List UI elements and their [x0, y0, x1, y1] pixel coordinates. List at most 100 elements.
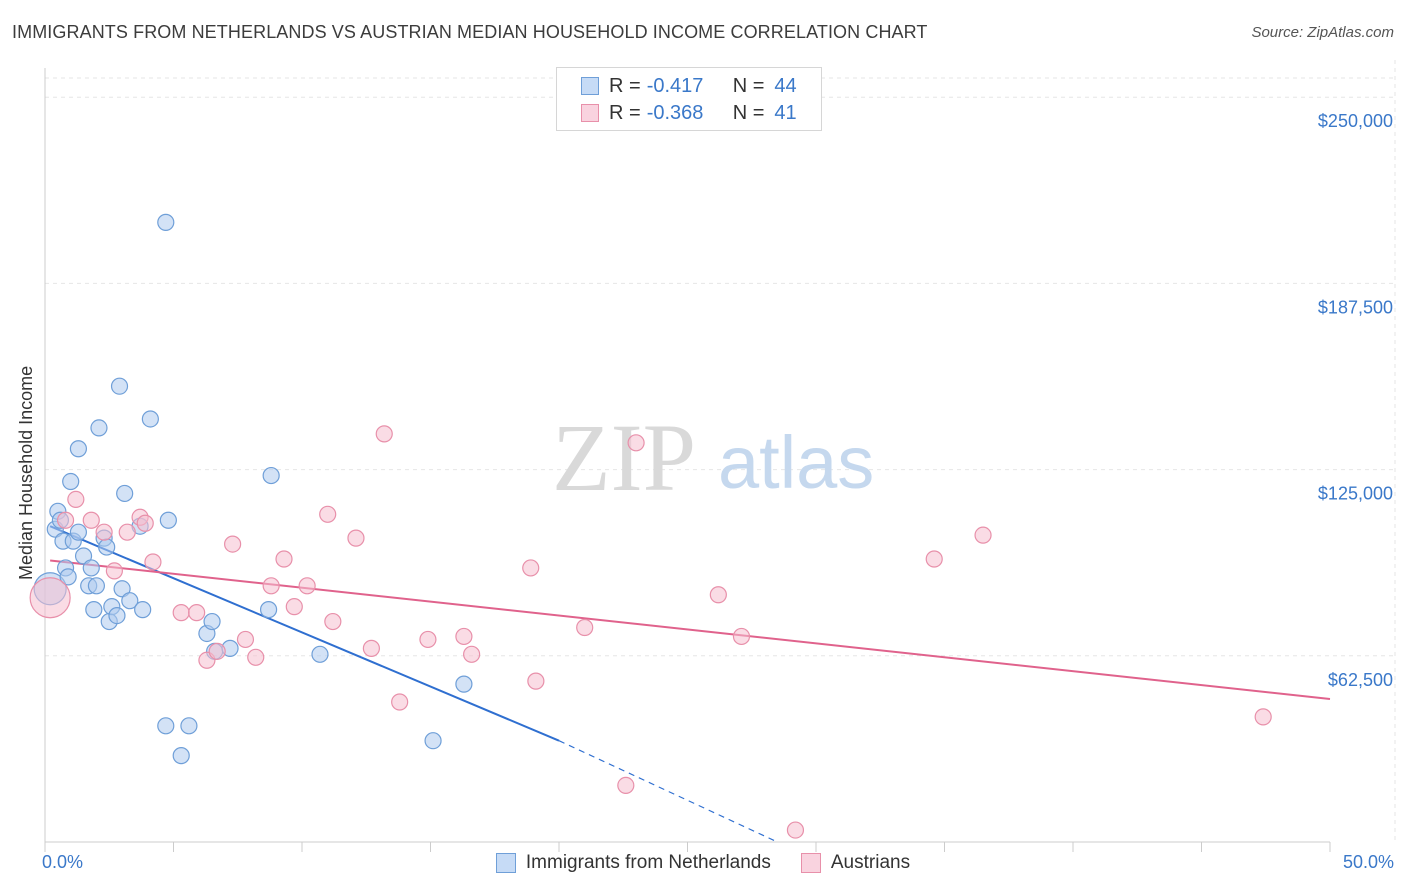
- legend-row-austrians: R = -0.368 N = 41: [581, 101, 797, 125]
- point-austrians: [224, 535, 242, 553]
- series-label-austrians: Austrians: [830, 852, 911, 873]
- point-austrians: [732, 627, 751, 646]
- y-tick-label: $125,000: [1318, 484, 1393, 504]
- point-austrians: [324, 612, 342, 631]
- point-austrians: [617, 776, 635, 794]
- legend-n-value: 44: [774, 74, 797, 97]
- point-netherlands: [113, 580, 131, 598]
- point-netherlands: [259, 601, 278, 619]
- legend-r-label: R =: [609, 101, 641, 124]
- point-netherlands: [69, 523, 88, 541]
- legend-n-value: 41: [774, 101, 797, 124]
- trend-line-extrapolation: [558, 740, 778, 843]
- point-austrians: [29, 577, 71, 619]
- point-netherlands: [85, 601, 103, 619]
- point-austrians: [82, 511, 100, 529]
- point-austrians: [95, 523, 113, 541]
- legend-r-label: R =: [609, 74, 641, 97]
- y-tick-label: $187,500: [1318, 297, 1393, 317]
- point-austrians: [455, 627, 473, 646]
- point-austrians: [786, 821, 805, 839]
- point-netherlands: [62, 472, 80, 491]
- point-netherlands: [98, 538, 116, 556]
- point-netherlands: [108, 606, 126, 625]
- legend-n-label: N =: [732, 74, 765, 97]
- point-netherlands: [87, 577, 106, 595]
- point-austrians: [362, 639, 380, 657]
- point-austrians: [463, 645, 481, 663]
- point-austrians: [188, 604, 206, 622]
- series-legend-austrians[interactable]: Austrians: [800, 852, 911, 874]
- point-netherlands: [110, 377, 129, 395]
- point-austrians: [275, 550, 293, 568]
- point-netherlands: [424, 732, 442, 750]
- point-netherlands: [157, 717, 175, 735]
- trend-line-netherlands: [49, 525, 560, 742]
- series-swatch-blue: [495, 853, 516, 873]
- point-austrians: [576, 618, 594, 637]
- point-austrians: [347, 529, 365, 547]
- point-austrians: [1254, 708, 1272, 726]
- watermark: ZIP atlas: [552, 404, 874, 511]
- point-netherlands: [116, 484, 134, 503]
- legend-r-value: -0.417: [646, 74, 704, 97]
- series-label-netherlands: Immigrants from Netherlands: [525, 852, 771, 873]
- point-austrians: [56, 511, 75, 529]
- point-netherlands: [82, 559, 100, 577]
- point-netherlands: [121, 592, 139, 610]
- legend-swatch-pink: [581, 104, 599, 122]
- point-austrians: [172, 604, 190, 622]
- correlation-legend: R = -0.417 N = 44 R = -0.368 N = 41: [556, 67, 822, 131]
- point-austrians: [627, 434, 645, 452]
- y-tick-label: $62,500: [1328, 670, 1393, 690]
- point-netherlands: [59, 568, 77, 586]
- point-austrians: [247, 648, 265, 666]
- point-austrians: [709, 586, 727, 604]
- point-netherlands: [69, 440, 88, 458]
- legend-n-label: N =: [732, 101, 765, 124]
- legend-row-netherlands: R = -0.417 N = 44: [581, 74, 797, 98]
- x-tick-label-min: 0.0%: [42, 852, 84, 872]
- legend-r-value: -0.368: [646, 101, 704, 124]
- x-tick-label-max: 50.0%: [1342, 852, 1394, 872]
- point-austrians: [298, 577, 316, 595]
- point-netherlands: [157, 213, 175, 231]
- point-austrians: [262, 577, 280, 595]
- y-axis-title: Median Household Income: [16, 365, 36, 580]
- y-tick-label: $250,000: [1318, 111, 1393, 131]
- watermark-atlas: atlas: [718, 421, 874, 504]
- trend-line-austrians: [50, 559, 1331, 700]
- point-austrians: [375, 425, 393, 443]
- point-netherlands: [203, 612, 221, 631]
- point-austrians: [527, 672, 545, 690]
- point-netherlands: [311, 645, 329, 663]
- point-netherlands: [90, 419, 108, 437]
- point-austrians: [925, 550, 943, 568]
- data-points: [29, 213, 1272, 839]
- series-legend: Immigrants from Netherlands Austrians: [0, 852, 1406, 874]
- point-austrians: [522, 559, 540, 577]
- point-austrians: [67, 490, 85, 509]
- point-austrians: [319, 505, 337, 523]
- chart-title: IMMIGRANTS FROM NETHERLANDS VS AUSTRIAN …: [12, 22, 928, 42]
- point-netherlands: [159, 511, 177, 529]
- point-austrians: [136, 514, 154, 532]
- point-austrians: [285, 598, 303, 616]
- point-netherlands: [172, 747, 190, 765]
- point-netherlands: [455, 675, 473, 693]
- trend-lines: [49, 525, 1331, 843]
- point-netherlands: [141, 410, 159, 428]
- point-austrians: [419, 630, 437, 649]
- point-austrians: [236, 630, 255, 649]
- watermark-zip: ZIP: [552, 404, 696, 511]
- point-austrians: [118, 523, 136, 541]
- series-swatch-pink: [800, 853, 821, 873]
- axes: [44, 68, 1331, 852]
- source-label: Source: ZipAtlas.com: [1251, 24, 1394, 41]
- series-legend-netherlands[interactable]: Immigrants from Netherlands: [495, 852, 771, 874]
- point-netherlands: [134, 601, 152, 619]
- legend-swatch-blue: [581, 77, 599, 95]
- point-austrians: [974, 526, 992, 544]
- point-netherlands: [262, 466, 280, 485]
